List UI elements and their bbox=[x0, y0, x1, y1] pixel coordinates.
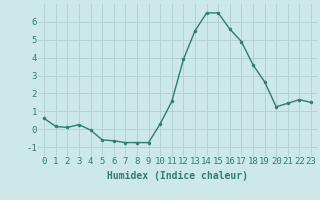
X-axis label: Humidex (Indice chaleur): Humidex (Indice chaleur) bbox=[107, 171, 248, 181]
